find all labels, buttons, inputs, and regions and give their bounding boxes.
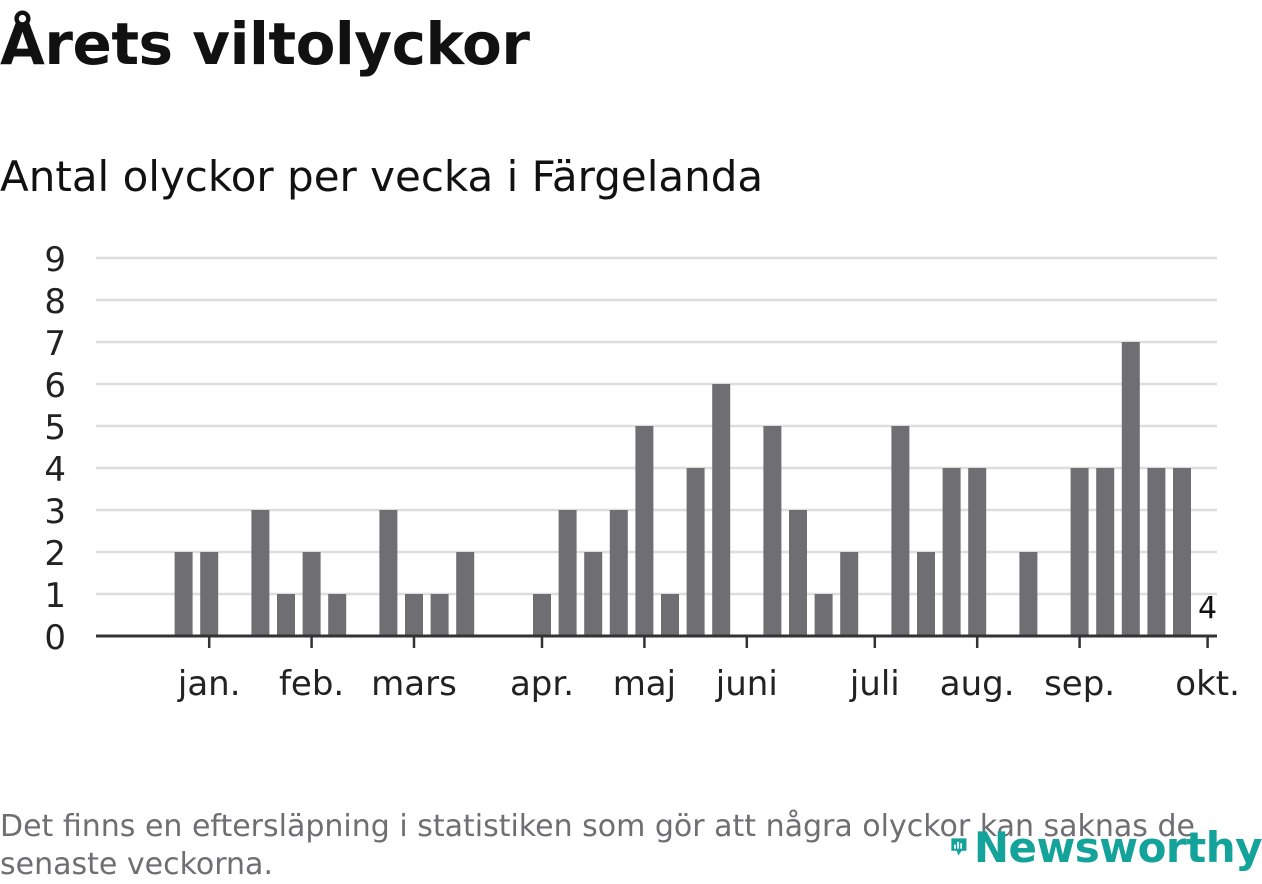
x-tick-label: okt.: [1175, 664, 1240, 704]
bar: [840, 552, 859, 636]
y-tick-label: 0: [44, 618, 66, 658]
bar: [891, 426, 910, 636]
bars: [174, 342, 1191, 636]
x-tick-label: aug.: [940, 664, 1015, 704]
x-tick-label: feb.: [279, 664, 344, 704]
bar: [200, 552, 219, 636]
x-tick-label: juni: [715, 664, 778, 704]
bar: [533, 594, 551, 636]
bar: [789, 510, 807, 636]
data-labels: 4: [1198, 591, 1217, 626]
x-tick-label: maj: [613, 664, 676, 704]
newsworthy-logo-text: Newsworthy: [973, 822, 1262, 872]
y-tick-label: 6: [44, 366, 66, 406]
x-axis-ticks: jan. feb. mars apr. maj juni juli aug. sep. okt.: [177, 636, 1240, 704]
data-label: 4: [1198, 591, 1217, 626]
bar: [584, 552, 603, 636]
y-tick-label: 9: [44, 240, 66, 280]
bar: [814, 594, 833, 636]
x-tick-label: apr.: [510, 664, 574, 704]
y-tick-label: 5: [44, 408, 66, 448]
bar: [302, 552, 321, 636]
bar: [174, 552, 193, 636]
bar: [1096, 468, 1115, 636]
bar: [712, 384, 731, 636]
bar: [661, 594, 679, 636]
bar: [609, 510, 628, 636]
newsworthy-logo[interactable]: Newsworthy: [950, 818, 1262, 876]
bar: [1121, 342, 1140, 636]
bar: [1070, 468, 1089, 636]
bar: [405, 594, 423, 636]
footnote: Det finns en eftersläpning i statistiken…: [0, 809, 1195, 882]
bar: [763, 426, 782, 636]
bar: [942, 468, 961, 636]
y-tick-label: 2: [44, 534, 66, 574]
bar: [558, 510, 577, 636]
x-tick-label: mars: [371, 664, 457, 704]
chart-subtitle: Antal olyckor per vecka i Färgelanda: [0, 152, 764, 201]
bar: [1019, 552, 1038, 636]
x-tick-label: juli: [849, 664, 900, 704]
bar: [1173, 468, 1191, 636]
x-tick-label: jan.: [177, 664, 241, 704]
chart-title: Årets viltolyckor: [0, 10, 530, 78]
bar: [379, 510, 398, 636]
bar: [456, 552, 475, 636]
bar: [686, 468, 705, 636]
y-tick-label: 8: [44, 282, 66, 322]
bar: [277, 594, 295, 636]
bar: [1147, 468, 1166, 636]
bar: [251, 510, 270, 636]
y-tick-label: 1: [44, 576, 66, 616]
bar: [968, 468, 987, 636]
x-tick-label: sep.: [1044, 664, 1115, 704]
bar: [635, 426, 654, 636]
newsworthy-logo-icon: [951, 838, 967, 856]
gridlines: [96, 256, 1217, 596]
y-tick-label: 7: [44, 324, 66, 364]
bar: [430, 594, 449, 636]
bar: [917, 552, 935, 636]
y-tick-label: 4: [44, 450, 66, 490]
bar: [328, 594, 347, 636]
y-tick-label: 3: [44, 492, 66, 532]
